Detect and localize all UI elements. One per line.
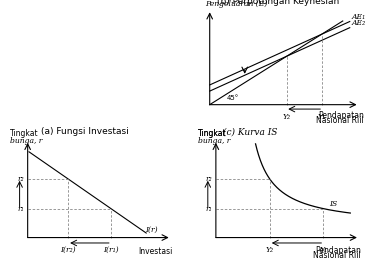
Text: Pendapatan: Pendapatan bbox=[318, 111, 364, 120]
Text: Nasional Riil: Nasional Riil bbox=[316, 116, 364, 125]
Text: (b) Perpotongan Keynesian: (b) Perpotongan Keynesian bbox=[217, 0, 339, 6]
Text: bunga, r: bunga, r bbox=[198, 138, 231, 145]
Text: Y₁: Y₁ bbox=[320, 246, 327, 254]
Text: Investasi: Investasi bbox=[138, 247, 173, 256]
Text: r₂: r₂ bbox=[205, 175, 212, 183]
Text: r₁: r₁ bbox=[17, 205, 24, 213]
Text: AE₁: AE₁ bbox=[351, 13, 365, 21]
Text: 45°: 45° bbox=[226, 95, 239, 101]
Text: Pengeluaran (E): Pengeluaran (E) bbox=[206, 0, 268, 8]
Text: Tingkat: Tingkat bbox=[198, 129, 227, 138]
Text: r₁: r₁ bbox=[205, 205, 212, 213]
Text: Pendapatan: Pendapatan bbox=[315, 246, 361, 255]
Text: Tingkat: Tingkat bbox=[198, 129, 227, 138]
Text: (a) Fungsi Investasi: (a) Fungsi Investasi bbox=[41, 127, 129, 136]
Text: r₂: r₂ bbox=[17, 175, 24, 183]
Text: AE₂: AE₂ bbox=[351, 19, 365, 27]
Text: Y₂: Y₂ bbox=[266, 246, 274, 254]
Text: bunga, r: bunga, r bbox=[10, 138, 43, 145]
Text: I(r₂): I(r₂) bbox=[60, 246, 76, 254]
Text: I(r₁): I(r₁) bbox=[103, 246, 119, 254]
Text: I(r): I(r) bbox=[145, 226, 157, 234]
Text: Y₂: Y₂ bbox=[283, 113, 291, 121]
Text: (c) Kurva IS: (c) Kurva IS bbox=[223, 127, 277, 136]
Text: Nasional Riil: Nasional Riil bbox=[313, 251, 361, 259]
Text: Tingkat: Tingkat bbox=[10, 129, 39, 138]
Text: Y₁: Y₁ bbox=[318, 113, 326, 121]
Text: IS: IS bbox=[329, 200, 337, 208]
